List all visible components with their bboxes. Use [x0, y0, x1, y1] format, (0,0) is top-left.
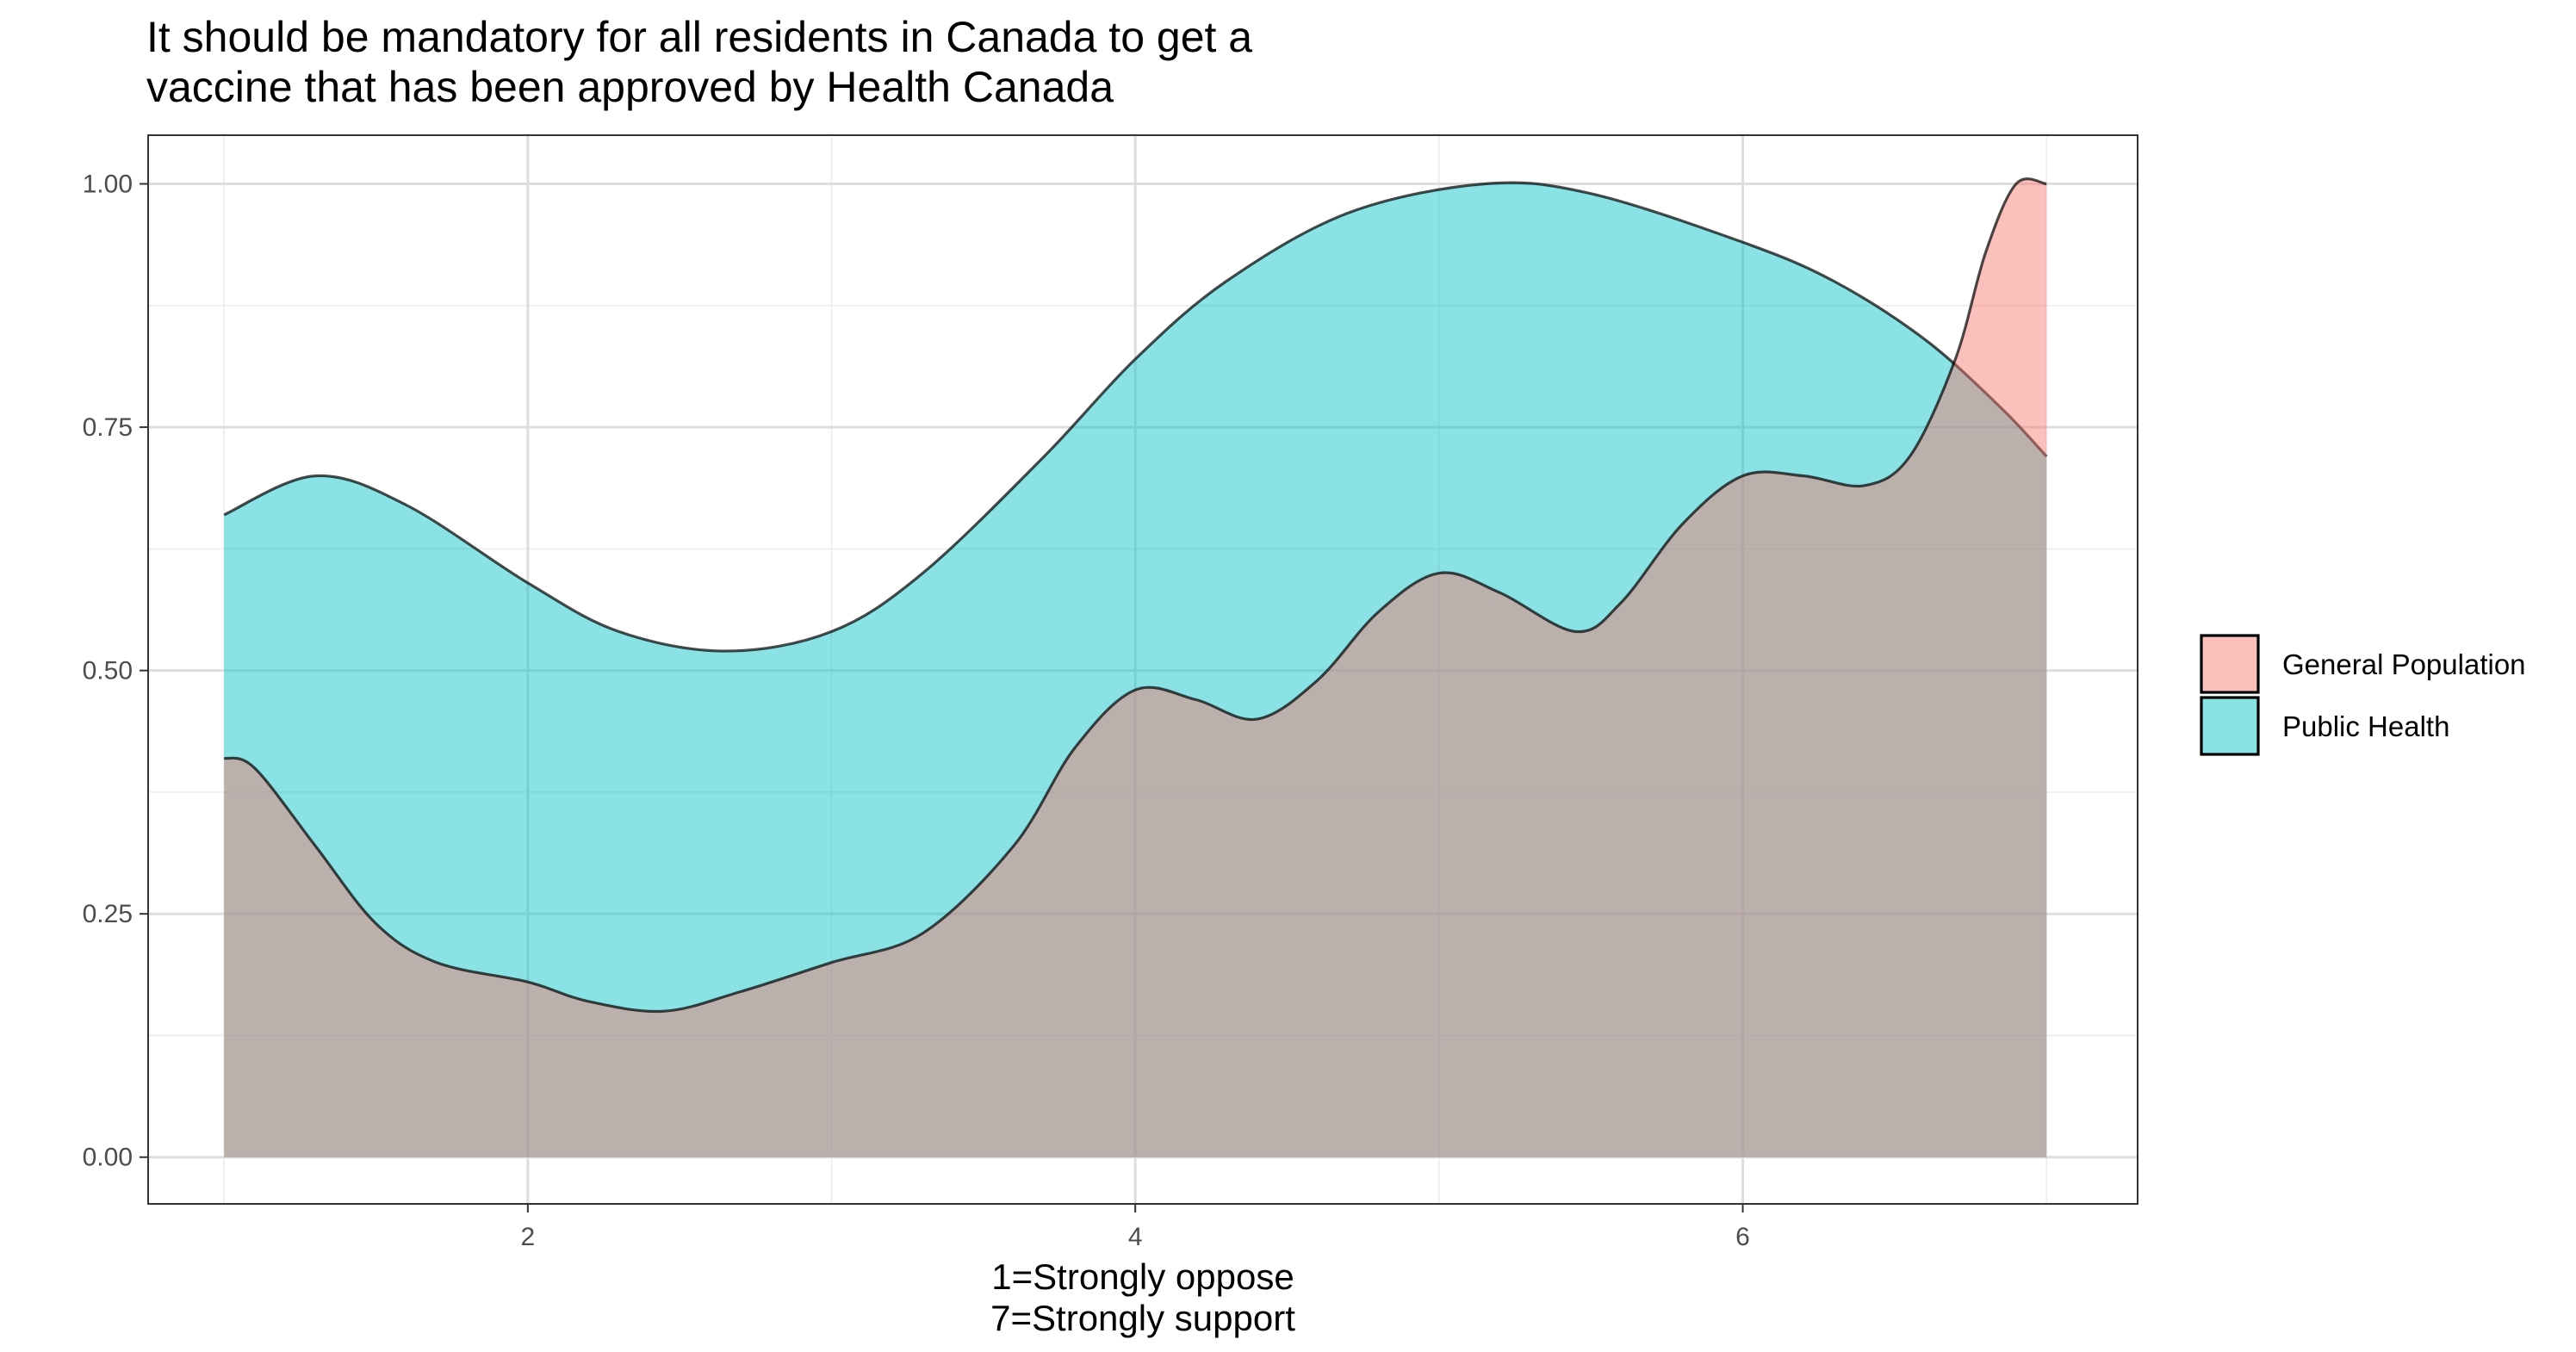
- x-axis-title: 1=Strongly oppose 7=Strongly support: [990, 1256, 1295, 1338]
- series-area-public-health: [224, 183, 2047, 1157]
- y-tick-label: 1.00: [83, 171, 133, 199]
- series-line-public-health: [223, 181, 2048, 653]
- series-line-general-population: [223, 177, 2047, 1014]
- y-tick-label: 0.50: [83, 657, 133, 685]
- chart-title: It should be mandatory for all residents…: [146, 13, 1252, 111]
- legend-key-general-population: [2200, 634, 2260, 694]
- y-tick-label: 0.00: [83, 1144, 133, 1172]
- plot-border: [147, 134, 2138, 1205]
- x-tick-label: 2: [520, 1223, 535, 1251]
- y-tick-label: 0.25: [83, 900, 133, 928]
- y-tick-label: 0.75: [83, 413, 133, 442]
- series-area-general-population: [224, 178, 2047, 1157]
- x-tick-label: 4: [1128, 1223, 1143, 1251]
- legend-key-public-health: [2200, 696, 2260, 756]
- legend-label-public-health: Public Health: [2282, 710, 2449, 742]
- grid-major: [148, 135, 2138, 1204]
- x-tick-label: 6: [1735, 1223, 1750, 1251]
- legend-label-general-population: General Population: [2282, 648, 2526, 680]
- y-axis: 0.00 0.25 0.50 0.75 1.00: [83, 171, 148, 1172]
- chart-title-line-2: vaccine that has been approved by Health…: [146, 63, 1114, 111]
- x-axis-title-line-2: 7=Strongly support: [990, 1298, 1295, 1338]
- x-axis: 2 4 6: [520, 1204, 1750, 1251]
- legend: General Population Public Health: [2200, 634, 2526, 756]
- series-layer: [223, 177, 2048, 1157]
- x-axis-title-line-1: 1=Strongly oppose: [991, 1256, 1294, 1297]
- chart-title-line-1: It should be mandatory for all residents…: [146, 13, 1252, 61]
